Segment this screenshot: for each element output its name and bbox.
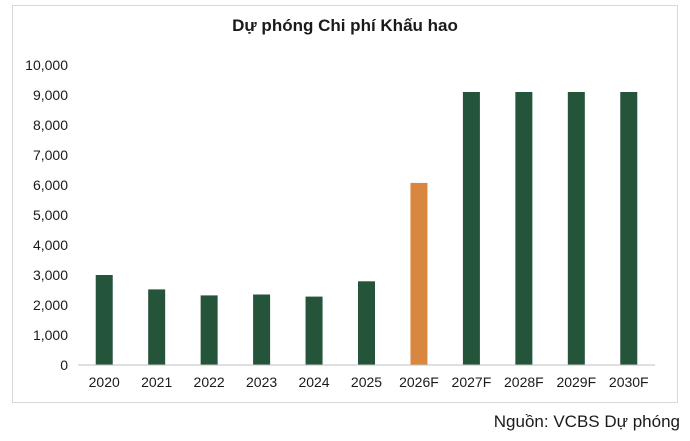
chart-frame (12, 5, 678, 403)
chart-title: Dự phóng Chi phí Khấu hao (232, 16, 458, 35)
x-axis-ticks: 2020 2021 2022 2023 2024 2025 2026F 2027F 2028F 2… (89, 374, 649, 390)
x-tick-label: 2025 (351, 374, 382, 390)
x-tick-label: 2027F (452, 374, 492, 390)
bar-2025 (358, 281, 375, 365)
x-tick-label: 2026F (399, 374, 439, 390)
bars (95, 92, 638, 365)
y-tick-label: 2,000 (33, 297, 68, 313)
y-tick-label: 5,000 (33, 207, 68, 223)
x-tick-label: 2021 (141, 374, 172, 390)
x-tick-label: 2023 (246, 374, 277, 390)
y-tick-label: 9,000 (33, 87, 68, 103)
x-tick-label: 2029F (556, 374, 596, 390)
y-tick-label: 4,000 (33, 237, 68, 253)
y-axis-ticks: 0 1,000 2,000 3,000 4,000 5,000 6,000 7,000 8,00… (25, 57, 68, 373)
bar-2027f (462, 92, 480, 365)
bar-2029f (567, 92, 585, 365)
y-tick-label: 6,000 (33, 177, 68, 193)
y-tick-label: 10,000 (25, 57, 68, 73)
x-tick-label: 2022 (194, 374, 225, 390)
bar-2030f (620, 92, 638, 365)
bar-2026f (410, 182, 428, 365)
y-tick-label: 0 (60, 357, 68, 373)
y-tick-label: 3,000 (33, 267, 68, 283)
y-tick-label: 7,000 (33, 147, 68, 163)
y-tick-label: 8,000 (33, 117, 68, 133)
bar-2020 (95, 275, 113, 365)
bar-2024 (305, 296, 323, 365)
bar-2023 (253, 294, 271, 365)
source-note: Nguồn: VCBS Dự phóng (493, 412, 680, 431)
bar-2021 (148, 289, 166, 365)
y-tick-label: 1,000 (33, 327, 68, 343)
bar-2028f (515, 92, 533, 365)
x-tick-label: 2028F (504, 374, 544, 390)
bar-2022 (200, 295, 218, 365)
x-tick-label: 2020 (89, 374, 120, 390)
x-tick-label: 2030F (609, 374, 649, 390)
x-tick-label: 2024 (298, 374, 329, 390)
